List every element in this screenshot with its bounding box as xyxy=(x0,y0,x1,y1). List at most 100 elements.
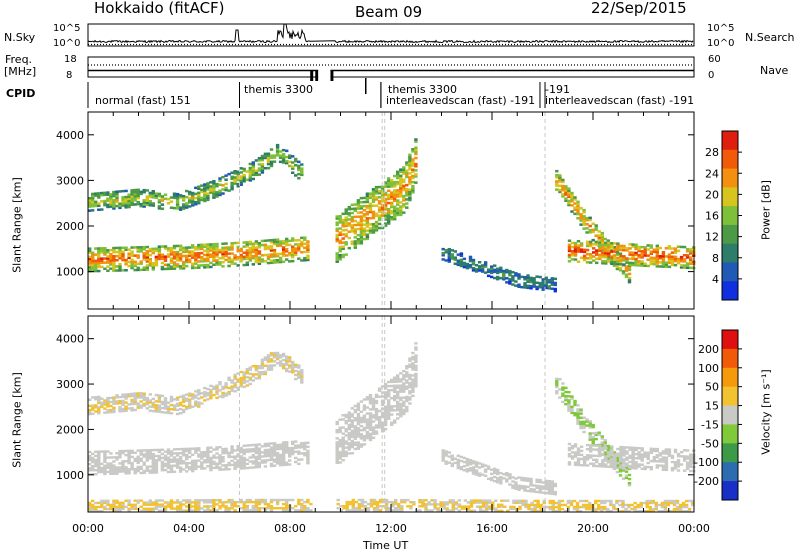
power-cell xyxy=(206,186,210,189)
velocity-cell xyxy=(448,501,452,504)
velocity-cell xyxy=(100,462,104,466)
velocity-cell xyxy=(457,499,462,502)
power-cell xyxy=(508,282,512,285)
power-cell xyxy=(670,251,675,254)
power-cell xyxy=(297,166,301,170)
power-cell xyxy=(550,281,554,284)
velocity-cell xyxy=(637,465,641,468)
velocity-cell xyxy=(169,468,174,472)
velocity-cell xyxy=(444,460,448,463)
velocity-cell xyxy=(338,438,342,442)
velocity-cell xyxy=(145,459,149,462)
power-cell xyxy=(627,278,632,282)
power-colorbar-segment xyxy=(722,224,738,245)
velocity-colorbar-segment xyxy=(722,330,738,350)
velocity-cell xyxy=(215,390,219,393)
power-cell xyxy=(281,252,286,255)
velocity-cell xyxy=(589,444,593,447)
velocity-cell xyxy=(643,455,647,458)
power-cell xyxy=(374,185,379,189)
power-cell xyxy=(371,214,376,218)
velocity-cell xyxy=(278,445,283,448)
velocity-cell xyxy=(185,399,189,402)
power-cell xyxy=(106,265,110,268)
power-cell xyxy=(163,257,168,260)
power-cell xyxy=(130,246,134,249)
velocity-cell xyxy=(233,505,237,508)
power-cell xyxy=(652,262,656,266)
power-cell xyxy=(408,196,412,200)
power-cell xyxy=(383,204,388,207)
power-cell xyxy=(103,201,107,205)
velocity-cell xyxy=(206,454,210,458)
power-cell xyxy=(178,194,183,197)
power-cell xyxy=(344,212,348,215)
power-cell xyxy=(239,181,243,184)
velocity-cell xyxy=(383,427,388,431)
power-cell xyxy=(402,178,406,181)
velocity-cell xyxy=(508,483,512,486)
velocity-cell xyxy=(154,448,159,452)
velocity-cell xyxy=(251,375,255,378)
power-cell xyxy=(468,259,473,263)
velocity-cell xyxy=(621,461,626,464)
velocity-cell xyxy=(529,490,533,493)
velocity-cell xyxy=(496,470,500,474)
velocity-cell xyxy=(347,417,351,420)
velocity-cell xyxy=(251,447,255,451)
velocity-cell xyxy=(215,388,219,391)
velocity-cell xyxy=(421,499,425,502)
power-cell xyxy=(567,201,571,205)
power-cell xyxy=(685,262,690,265)
velocity-cell xyxy=(118,402,122,405)
velocity-cell xyxy=(88,467,92,470)
power-cell xyxy=(197,247,201,251)
power-cell xyxy=(383,216,388,219)
velocity-cell xyxy=(151,465,155,468)
velocity-cell xyxy=(375,502,380,506)
velocity-cell xyxy=(127,459,131,463)
velocity-cell xyxy=(414,342,418,345)
power-cell xyxy=(570,252,575,255)
power-cell xyxy=(248,240,252,244)
velocity-cell xyxy=(390,397,394,400)
velocity-cell xyxy=(127,470,131,473)
velocity-cell xyxy=(248,444,252,447)
power-cell xyxy=(338,247,342,251)
power-cell xyxy=(356,211,361,214)
velocity-cell xyxy=(445,507,449,510)
velocity-cell xyxy=(624,510,628,513)
power-cell xyxy=(368,206,373,210)
power-cell xyxy=(652,258,656,262)
velocity-cell xyxy=(212,385,216,389)
power-cell xyxy=(564,189,568,192)
velocity-colorbar-tick-label-1: 100 xyxy=(698,362,719,375)
velocity-cell xyxy=(369,502,374,506)
velocity-cell xyxy=(91,408,95,411)
velocity-cell xyxy=(191,465,195,469)
velocity-cell xyxy=(573,451,578,454)
velocity-cell xyxy=(160,460,165,464)
power-cell xyxy=(350,207,354,211)
power-cell xyxy=(136,256,140,259)
velocity-cell xyxy=(441,451,445,454)
power-cell xyxy=(100,251,104,254)
velocity-cell xyxy=(585,454,590,457)
velocity-cell xyxy=(185,505,189,508)
velocity-cell xyxy=(365,420,370,423)
velocity-cell xyxy=(251,365,255,368)
power-cell xyxy=(245,261,249,264)
power-cell xyxy=(306,250,310,253)
power-cell xyxy=(682,266,687,269)
power-cell xyxy=(145,199,149,202)
velocity-cell xyxy=(306,500,310,504)
power-cell xyxy=(597,238,601,241)
velocity-cell xyxy=(236,372,240,375)
power-cell xyxy=(169,247,174,250)
velocity-cell xyxy=(637,451,641,454)
power-cell xyxy=(550,277,554,280)
velocity-cell xyxy=(254,464,259,467)
velocity-cell xyxy=(362,404,367,407)
velocity-cell xyxy=(236,386,240,389)
velocity-cell xyxy=(670,456,675,460)
